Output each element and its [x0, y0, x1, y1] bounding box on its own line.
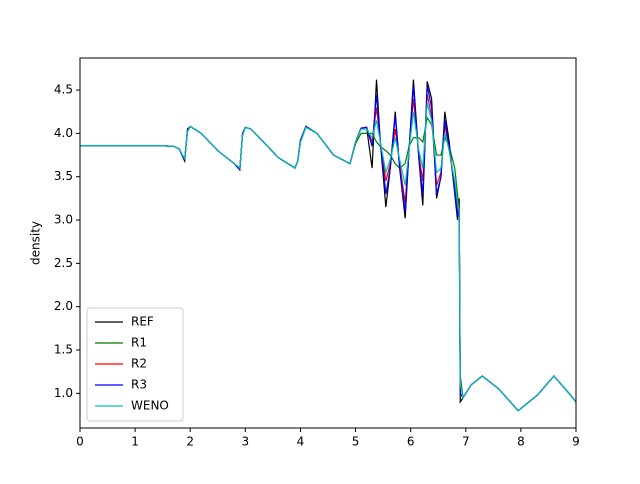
y-tick-label: 2.5	[54, 256, 73, 270]
plot-frame	[79, 57, 577, 429]
y-tick-label: 4.5	[54, 83, 73, 97]
x-tick-label: 3	[242, 435, 250, 449]
x-tick-label: 1	[131, 435, 139, 449]
y-tick-label: 4.0	[54, 126, 73, 140]
legend-label: R2	[131, 357, 147, 371]
series-line	[80, 102, 576, 412]
legend-label: REF	[131, 315, 154, 329]
x-tick-label: 5	[352, 435, 360, 449]
y-tick-label: 1.0	[54, 386, 73, 400]
x-tick-label: 6	[407, 435, 415, 449]
x-tick-label: 9	[572, 435, 580, 449]
y-tick-label: 3.0	[54, 213, 73, 227]
y-axis-label: density	[29, 221, 43, 265]
x-tick-label: 4	[297, 435, 305, 449]
y-tick-label: 3.5	[54, 169, 73, 183]
legend-label: WENO	[131, 399, 169, 413]
legend-label: R3	[131, 378, 147, 392]
legend-label: R1	[131, 336, 147, 350]
x-tick-label: 8	[517, 435, 525, 449]
legend-box	[86, 307, 184, 422]
y-tick-label: 1.5	[54, 343, 73, 357]
x-tick-label: 7	[462, 435, 470, 449]
y-tick-label: 2.0	[54, 299, 73, 313]
x-tick-label: 0	[76, 435, 84, 449]
x-tick-label: 2	[186, 435, 194, 449]
